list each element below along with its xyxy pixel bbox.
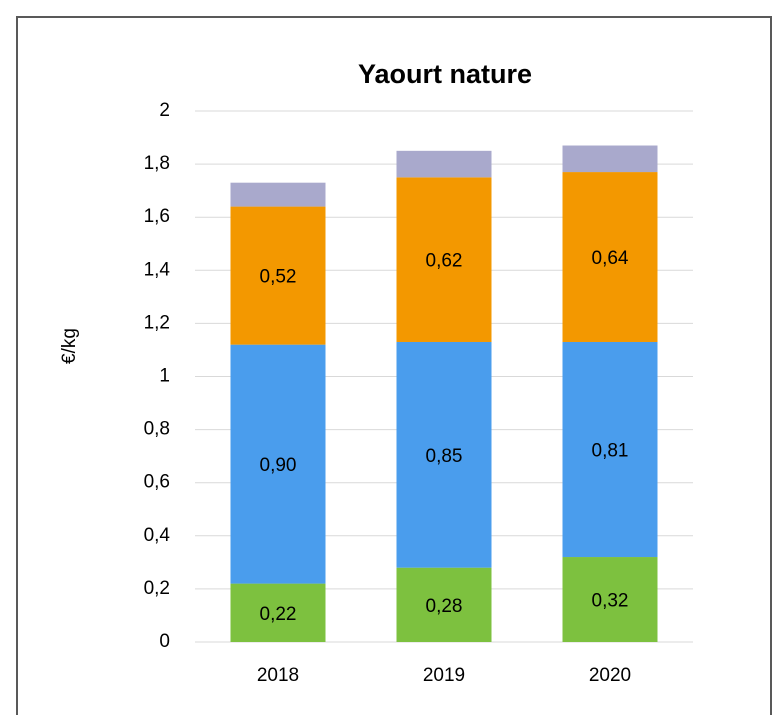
bar-segment <box>396 150 492 178</box>
bar-segment <box>230 182 326 207</box>
y-tick-label: 1 <box>159 366 170 387</box>
data-label: 0,28 <box>426 596 463 617</box>
y-tick-label: 0,4 <box>144 525 171 546</box>
data-label: 0,90 <box>260 455 297 476</box>
data-label: 0,32 <box>592 591 629 612</box>
x-tick-label: 2019 <box>423 665 465 686</box>
bar-segment <box>396 567 492 642</box>
y-tick-label: 1,4 <box>144 259 171 280</box>
y-tick-label: 1,6 <box>144 206 170 227</box>
bar-segment <box>562 145 658 173</box>
x-tick-label: 2018 <box>257 665 299 686</box>
data-label: 0,62 <box>426 251 463 272</box>
bar-segment <box>396 341 492 568</box>
data-label: 0,85 <box>426 446 463 467</box>
chart-title: Yaourt nature <box>358 59 532 89</box>
chart-frame <box>16 16 772 715</box>
data-label: 0,52 <box>260 267 297 288</box>
y-tick-label: 0,8 <box>144 419 170 440</box>
bar-segment <box>230 206 326 345</box>
y-tick-label: 1,8 <box>144 153 170 174</box>
bar-segment <box>562 341 658 558</box>
data-label: 0,81 <box>592 441 629 462</box>
data-label: 0,22 <box>260 604 297 625</box>
data-label: 0,64 <box>592 248 629 269</box>
y-tick-label: 0,2 <box>144 578 170 599</box>
y-axis-label: €/kg <box>59 328 80 364</box>
bar-segment <box>230 344 326 584</box>
y-tick-label: 1,2 <box>144 312 170 333</box>
y-tick-label: 0 <box>159 631 170 652</box>
y-tick-label: 2 <box>159 100 170 121</box>
y-tick-label: 0,6 <box>144 472 170 493</box>
bar-segment <box>562 172 658 342</box>
bar-segment <box>396 177 492 342</box>
bar-segment <box>230 583 326 642</box>
x-tick-label: 2020 <box>589 665 631 686</box>
bar-segment <box>562 557 658 642</box>
